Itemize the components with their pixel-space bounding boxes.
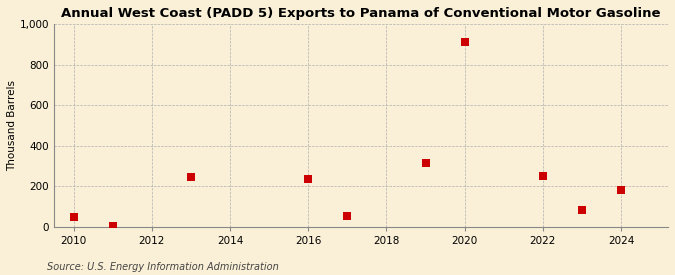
- Point: [303, 177, 314, 182]
- Point: [459, 40, 470, 44]
- Point: [186, 175, 196, 180]
- Text: Source: U.S. Energy Information Administration: Source: U.S. Energy Information Administ…: [47, 262, 279, 272]
- Point: [537, 174, 548, 178]
- Point: [421, 161, 431, 165]
- Point: [68, 215, 79, 219]
- Point: [107, 224, 118, 228]
- Point: [576, 208, 587, 212]
- Title: Annual West Coast (PADD 5) Exports to Panama of Conventional Motor Gasoline: Annual West Coast (PADD 5) Exports to Pa…: [61, 7, 661, 20]
- Point: [616, 188, 626, 193]
- Point: [342, 214, 353, 218]
- Y-axis label: Thousand Barrels: Thousand Barrels: [7, 80, 17, 171]
